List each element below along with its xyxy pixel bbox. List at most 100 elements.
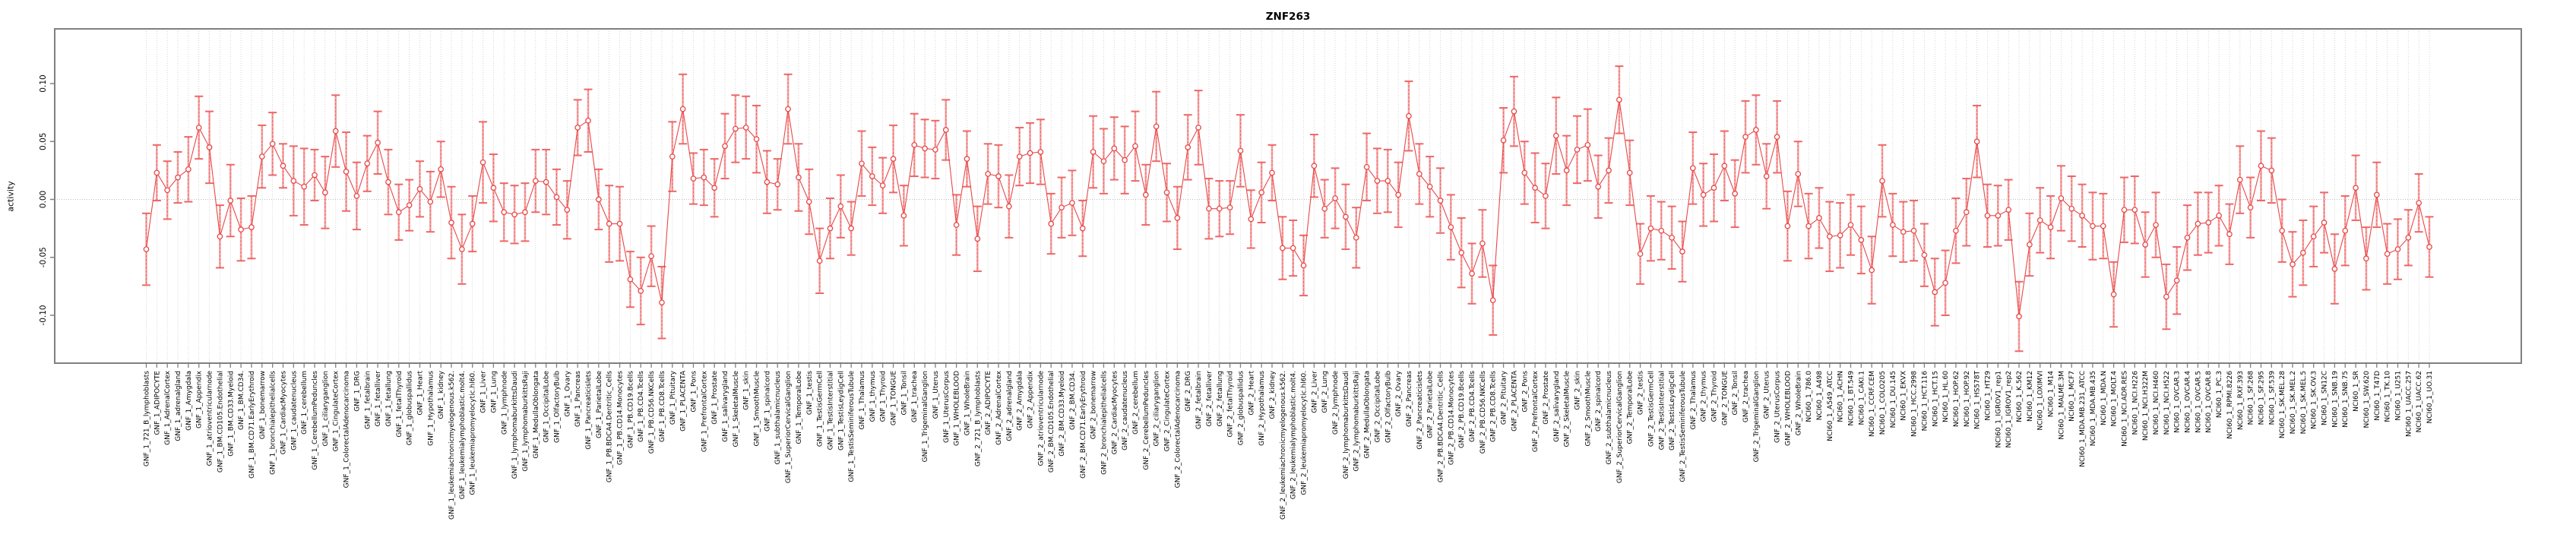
data-points: [143, 96, 2432, 320]
svg-text:GNF_2_Lung: GNF_2_Lung: [1321, 371, 1329, 413]
svg-text:GNF_2_bronchialepithelialcells: GNF_2_bronchialepithelialcells: [1100, 371, 1108, 475]
series-line: [145, 100, 2430, 317]
svg-text:GNF_2_721_B_lymphoblasts: GNF_2_721_B_lymphoblasts: [974, 371, 982, 466]
svg-text:GNF_1_ParietalLobe: GNF_1_ParietalLobe: [596, 371, 603, 439]
svg-text:GNF_2_kidney: GNF_2_kidney: [1269, 370, 1277, 419]
svg-text:GNF_2_fetalliver: GNF_2_fetalliver: [1206, 371, 1214, 427]
svg-text:GNF_2_TestisInterstitial: GNF_2_TestisInterstitial: [1658, 371, 1666, 450]
svg-text:GNF_1_PB.CD4.Tcells: GNF_1_PB.CD4.Tcells: [638, 371, 645, 442]
svg-text:GNF_1_caudatenucleus: GNF_1_caudatenucleus: [290, 371, 298, 451]
svg-text:GNF_1_Tonsil: GNF_1_Tonsil: [900, 371, 908, 415]
svg-text:GNF_2_Tonsil: GNF_2_Tonsil: [1732, 371, 1739, 415]
svg-text:GNF_1_Liver: GNF_1_Liver: [480, 371, 488, 413]
svg-text:GNF_1_Ovary: GNF_1_Ovary: [564, 370, 571, 416]
svg-text:GNF_2_ciliaryganglion: GNF_2_ciliaryganglion: [1154, 371, 1161, 446]
svg-text:GNF_1_DRG: GNF_1_DRG: [353, 371, 361, 412]
svg-text:NCI60_1_786.0: NCI60_1_786.0: [1805, 371, 1813, 422]
svg-text:NCI60_1_NCI.H460: NCI60_1_NCI.H460: [2153, 371, 2160, 435]
svg-text:GNF_1_721_B_lymphoblasts: GNF_1_721_B_lymphoblasts: [144, 371, 151, 466]
svg-text:GNF_2_leukemiachronicmyelogeno: GNF_2_leukemiachronicmyelogenous.k562.: [1280, 371, 1287, 520]
svg-text:GNF_1_AdrenalCortex: GNF_1_AdrenalCortex: [164, 370, 172, 444]
svg-text:GNF_2_fetalbrain: GNF_2_fetalbrain: [1195, 371, 1203, 429]
svg-text:GNF_2_Thyroid: GNF_2_Thyroid: [1710, 371, 1718, 422]
svg-text:GNF_2_trachea: GNF_2_trachea: [1742, 371, 1750, 422]
svg-text:NCI60_1_MDA.N: NCI60_1_MDA.N: [2100, 371, 2108, 425]
svg-text:GNF_2_spinalcord: GNF_2_spinalcord: [1595, 371, 1603, 432]
svg-text:NCI60_1_OVCAR.8: NCI60_1_OVCAR.8: [2205, 371, 2213, 433]
svg-text:GNF_1_lymphnode: GNF_1_lymphnode: [501, 371, 508, 435]
svg-text:NCI60_1_SNB.19: NCI60_1_SNB.19: [2331, 371, 2339, 428]
svg-text:GNF_1_Pancreas: GNF_1_Pancreas: [574, 371, 582, 427]
svg-text:GNF_1_SuperiorCervicalGanglion: GNF_1_SuperiorCervicalGanglion: [785, 371, 793, 483]
svg-text:NCI60_1_COLO205: NCI60_1_COLO205: [1879, 371, 1887, 435]
svg-text:NCI60_1_MDA.MB.435: NCI60_1_MDA.MB.435: [2090, 371, 2097, 446]
svg-text:NCI60_1_NCI.ADR.RES: NCI60_1_NCI.ADR.RES: [2121, 371, 2128, 447]
svg-text:NCI60_1_SK.MEL.28: NCI60_1_SK.MEL.28: [2279, 371, 2286, 438]
svg-text:NCI60_1_A498: NCI60_1_A498: [1816, 371, 1824, 420]
svg-text:NCI60_1_BT.549: NCI60_1_BT.549: [1847, 371, 1855, 426]
svg-text:GNF_1_WHOLEBLOOD: GNF_1_WHOLEBLOOD: [954, 371, 961, 446]
svg-text:NCI60_1_NCI.H322M: NCI60_1_NCI.H322M: [2142, 371, 2150, 441]
svg-text:GNF_2_PB.CD14.Monocytes: GNF_2_PB.CD14.Monocytes: [1448, 371, 1455, 465]
svg-text:GNF_2_Heart: GNF_2_Heart: [1248, 371, 1255, 416]
svg-text:GNF_1_ADIPOCYTE: GNF_1_ADIPOCYTE: [153, 371, 161, 435]
svg-text:NCI60_1_SK.MEL.2: NCI60_1_SK.MEL.2: [2290, 371, 2297, 434]
svg-text:NCI60_1_HOP.62: NCI60_1_HOP.62: [1953, 371, 1960, 427]
svg-text:GNF_2_BM.CD34.: GNF_2_BM.CD34.: [1069, 371, 1077, 430]
svg-text:GNF_2_testis: GNF_2_testis: [1638, 371, 1645, 415]
svg-text:GNF_2_Uterus: GNF_2_Uterus: [1764, 371, 1771, 419]
svg-text:NCI60_1_OVCAR.5: NCI60_1_OVCAR.5: [2195, 371, 2202, 433]
svg-text:GNF_2_Prostate: GNF_2_Prostate: [1543, 371, 1550, 425]
svg-text:NCI60_1_HL.60: NCI60_1_HL.60: [1942, 371, 1950, 422]
svg-text:NCI60_1_HCC.2998: NCI60_1_HCC.2998: [1911, 371, 1919, 437]
svg-text:GNF_1_globuspallidus: GNF_1_globuspallidus: [407, 371, 414, 446]
svg-text:GNF_1_fetalThyroid: GNF_1_fetalThyroid: [396, 371, 403, 438]
svg-text:GNF_2_fetalThyroid: GNF_2_fetalThyroid: [1227, 371, 1235, 438]
svg-text:GNF_2_TONGUE: GNF_2_TONGUE: [1721, 371, 1729, 425]
svg-text:GNF_1_PB.CD19.Bcells: GNF_1_PB.CD19.Bcells: [627, 371, 635, 448]
svg-text:GNF_2_thymus: GNF_2_thymus: [1701, 371, 1708, 422]
plot-box: [54, 28, 2522, 364]
svg-text:GNF_1_Hypothalamus: GNF_1_Hypothalamus: [427, 371, 435, 446]
svg-text:GNF_2_ParietalLobe: GNF_2_ParietalLobe: [1427, 371, 1435, 439]
svg-text:GNF_1_SkeletalMuscle: GNF_1_SkeletalMuscle: [733, 371, 740, 447]
svg-text:NCI60_1_SNB.75: NCI60_1_SNB.75: [2342, 371, 2350, 428]
svg-text:NCI60_1_SW.620: NCI60_1_SW.620: [2363, 371, 2371, 428]
svg-text:GNF_2_SmoothMuscle: GNF_2_SmoothMuscle: [1584, 371, 1592, 447]
svg-text:NCI60_1_EKVX: NCI60_1_EKVX: [1900, 371, 1908, 421]
svg-text:NCI60_1_NCI.H226: NCI60_1_NCI.H226: [2131, 371, 2139, 435]
svg-text:GNF_2_PB.CD8.Tcells: GNF_2_PB.CD8.Tcells: [1490, 371, 1498, 442]
svg-text:GNF_1_leukemialymphoblastic.mo: GNF_1_leukemialymphoblastic.molt4.: [459, 371, 467, 499]
svg-text:GNF_1_OccipitalLobe: GNF_1_OccipitalLobe: [543, 371, 551, 443]
svg-text:GNF_2_TestisGermCell: GNF_2_TestisGermCell: [1647, 371, 1655, 447]
svg-text:GNF_1_trachea: GNF_1_trachea: [911, 371, 919, 422]
svg-text:GNF_2_SuperiorCervicalGanglion: GNF_2_SuperiorCervicalGanglion: [1616, 371, 1624, 483]
svg-text:0.00: 0.00: [39, 191, 48, 208]
svg-text:GNF_1_Lung: GNF_1_Lung: [490, 371, 498, 413]
svg-text:NCI60_1_UACC.257: NCI60_1_UACC.257: [2405, 371, 2413, 437]
svg-text:GNF_1_Thalamus: GNF_1_Thalamus: [859, 371, 866, 430]
svg-text:GNF_2_TestisLeydigCell: GNF_2_TestisLeydigCell: [1669, 371, 1676, 451]
svg-text:GNF_1_fetalliver: GNF_1_fetalliver: [375, 371, 382, 427]
svg-text:GNF_1_PB.CD14.Monocytes: GNF_1_PB.CD14.Monocytes: [617, 371, 625, 465]
svg-text:GNF_2_Pancreaticislets: GNF_2_Pancreaticislets: [1416, 371, 1424, 450]
svg-text:GNF_2_OccipitalLobe: GNF_2_OccipitalLobe: [1374, 371, 1381, 443]
svg-text:GNF_1_adrenalgland: GNF_1_adrenalgland: [175, 371, 182, 441]
svg-text:GNF_2_TestisSeminiferousTubule: GNF_2_TestisSeminiferousTubule: [1679, 371, 1687, 482]
svg-text:GNF_2_PB.CD4.Tcells: GNF_2_PB.CD4.Tcells: [1469, 371, 1476, 442]
svg-text:GNF_1_TONGUE: GNF_1_TONGUE: [891, 371, 898, 425]
svg-text:GNF_2_Ovary: GNF_2_Ovary: [1395, 370, 1403, 416]
svg-text:NCI60_1_HCT.15: NCI60_1_HCT.15: [1932, 371, 1939, 427]
svg-text:NCI60_1_DU.145: NCI60_1_DU.145: [1890, 371, 1897, 428]
svg-text:GNF_1_atrioventricularnode: GNF_1_atrioventricularnode: [207, 371, 214, 466]
svg-text:NCI60_1_MOLT.4: NCI60_1_MOLT.4: [2111, 371, 2119, 427]
chart-title: ZNF263: [1265, 11, 1311, 23]
svg-text:GNF_2_OlfactoryBulb: GNF_2_OlfactoryBulb: [1385, 371, 1392, 443]
svg-text:GNF_1_PLACENTA: GNF_1_PLACENTA: [680, 370, 688, 432]
svg-text:GNF_1_leukemiapromyelocytic.hl: GNF_1_leukemiapromyelocytic.hl60.: [470, 371, 477, 495]
svg-text:NCI60_1_MALME.3M: NCI60_1_MALME.3M: [2058, 371, 2065, 440]
svg-text:GNF_2_leukemiapromyelocytic.hl: GNF_2_leukemiapromyelocytic.hl60.: [1301, 371, 1309, 495]
svg-text:GNF_1_CerebellumPeduncles: GNF_1_CerebellumPeduncles: [312, 371, 319, 470]
svg-text:GNF_1_OlfactoryBulb: GNF_1_OlfactoryBulb: [553, 371, 561, 443]
